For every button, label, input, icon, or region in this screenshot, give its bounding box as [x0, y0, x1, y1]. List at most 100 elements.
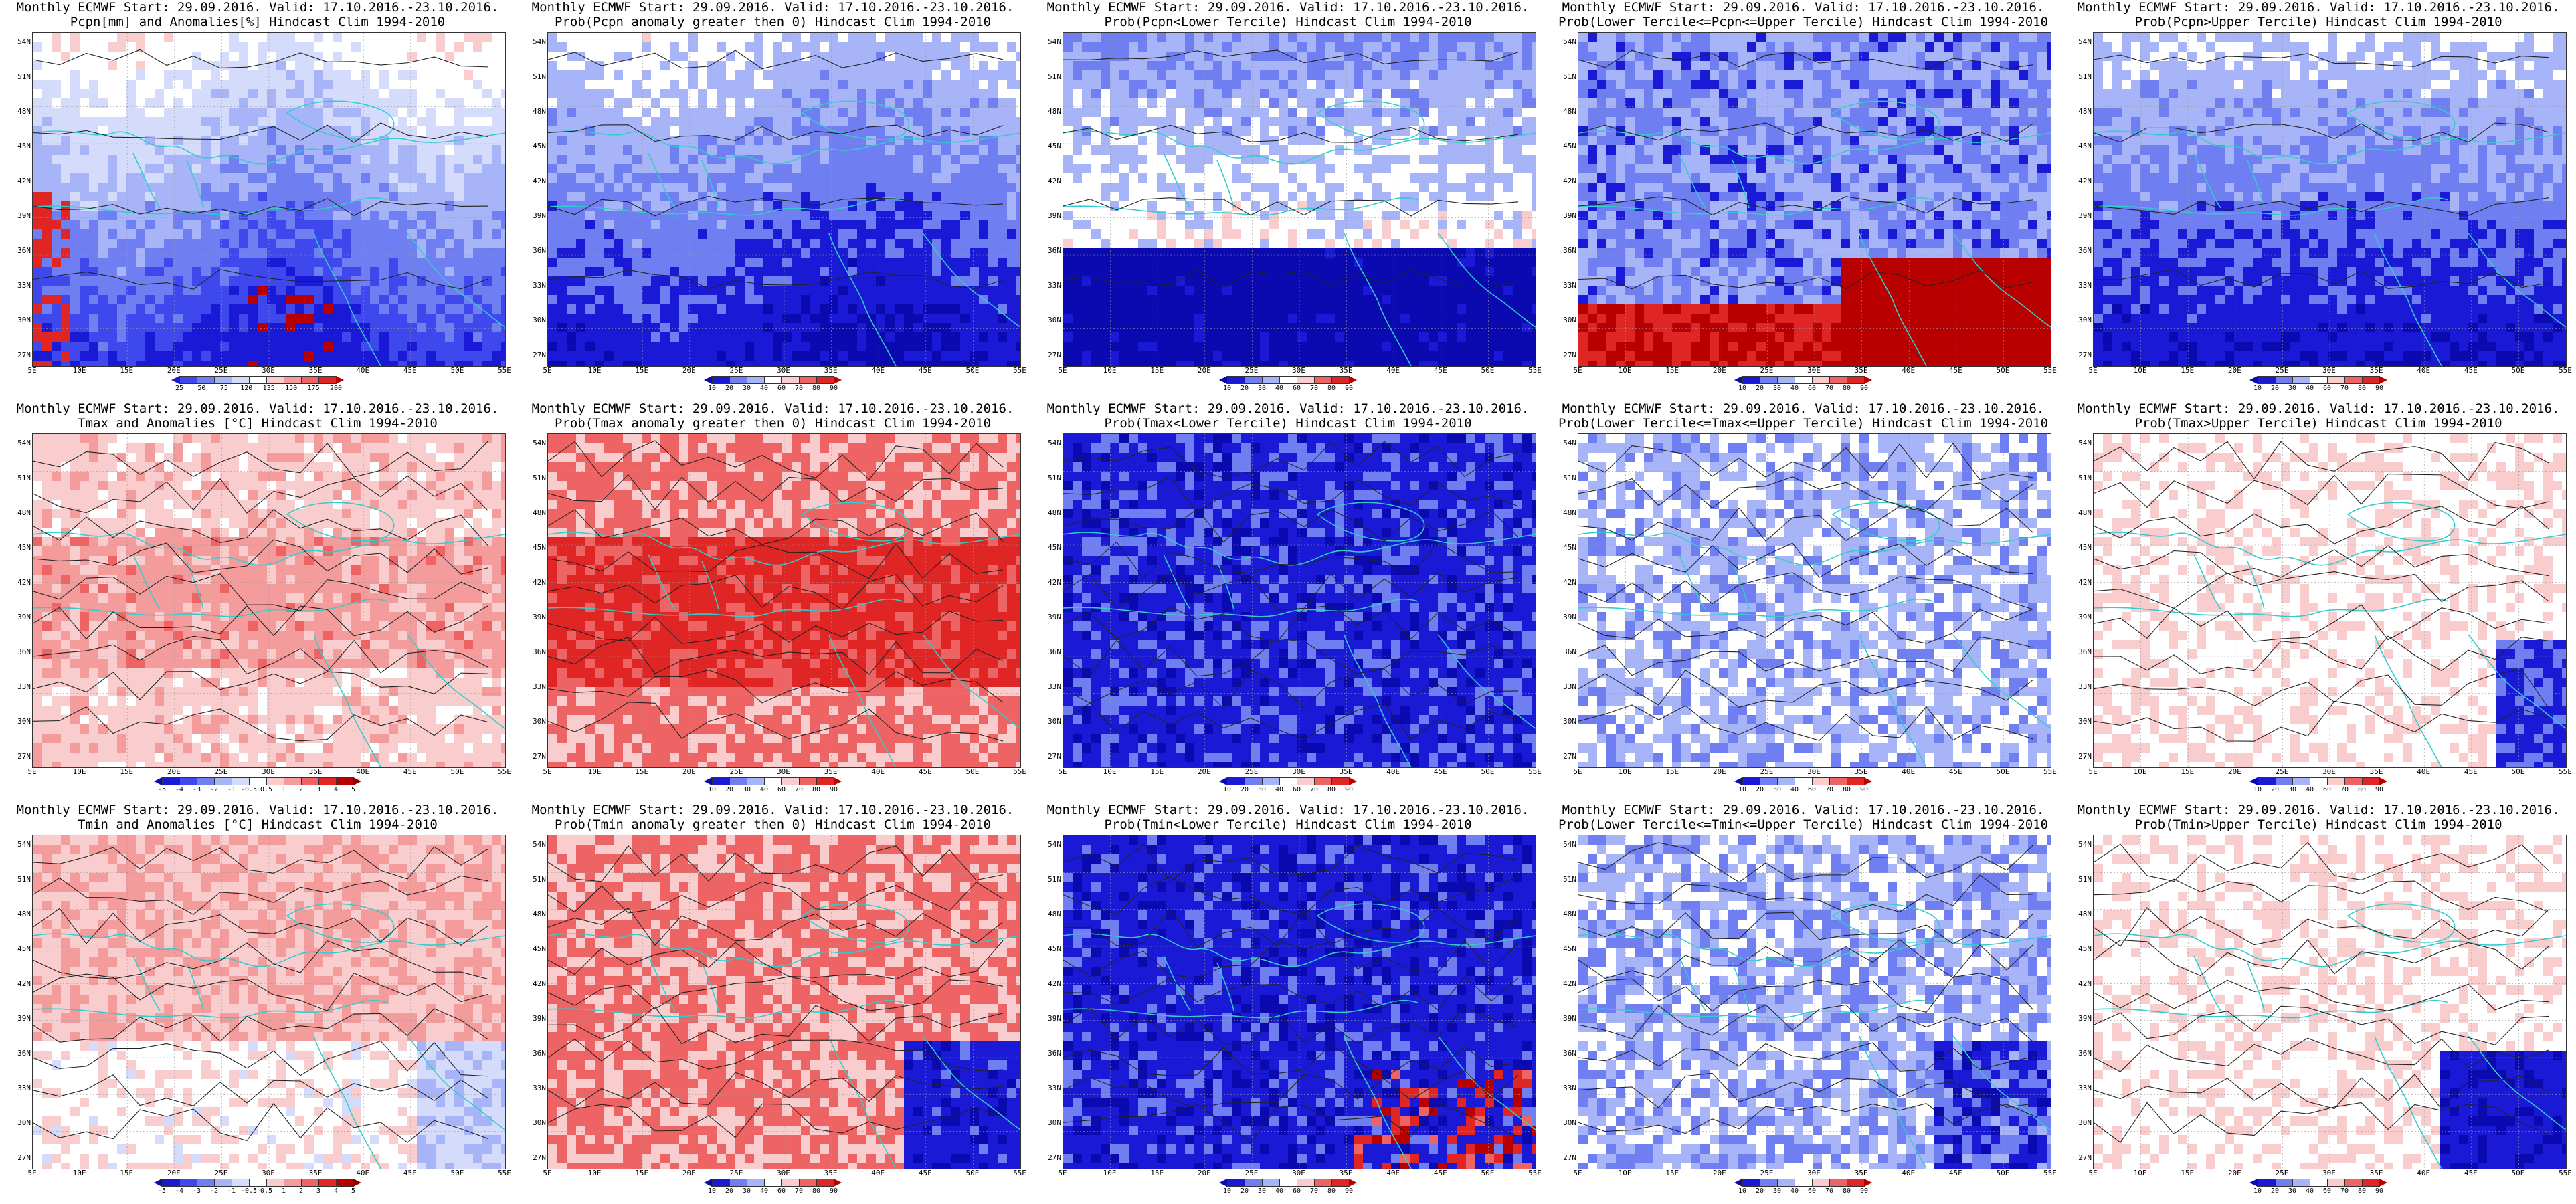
colorbar-swatch: [1795, 1179, 1813, 1187]
colorbar-label: 20: [1750, 1188, 1770, 1195]
latitude-label: 33N: [4, 282, 31, 289]
colorbar-label: 2: [291, 1188, 311, 1195]
colorbar-label: 80: [806, 787, 826, 793]
longitude-label: 40E: [1380, 1169, 1406, 1177]
colorbar-label: 20: [719, 787, 739, 793]
forecast-field: [548, 835, 1020, 1169]
colorbar-label: 80: [2352, 787, 2372, 793]
colorbar-high-tip: [1349, 376, 1357, 384]
longitude-label: 55E: [491, 367, 518, 374]
map-panel: Monthly ECMWF Start: 29.09.2016. Valid: …: [1030, 401, 1546, 803]
colorbar-label: 10: [1217, 385, 1237, 392]
latitude-label: 30N: [1034, 316, 1061, 324]
panel-title-line1: Monthly ECMWF Start: 29.09.2016. Valid: …: [515, 0, 1030, 15]
colorbar-swatch: [729, 777, 747, 785]
map-panel: Monthly ECMWF Start: 29.09.2016. Valid: …: [2061, 803, 2576, 1204]
latitude-label: 30N: [519, 1119, 546, 1126]
panel-title-line2: Prob(Tmin>Upper Tercile) Hindcast Clim 1…: [2061, 817, 2576, 832]
longitude-label: 55E: [2037, 1169, 2063, 1177]
colorbar-swatch: [781, 376, 800, 384]
longitude-label: 55E: [1522, 768, 1548, 775]
longitude-label: 5E: [19, 367, 45, 374]
latitude-label: 33N: [519, 282, 546, 289]
latitude-label: 30N: [1550, 718, 1576, 725]
colorbar-swatch: [249, 777, 267, 785]
longitude-label: 55E: [2552, 1169, 2576, 1177]
latitude-label: 45N: [4, 945, 31, 952]
longitude-label: 30E: [1801, 768, 1827, 775]
longitude-label: 30E: [1801, 1169, 1827, 1177]
colorbar-label: 50: [191, 385, 211, 392]
latitude-label: 36N: [1550, 648, 1576, 656]
colorbar: 10 20 30 40 60 70 80 90: [2249, 777, 2387, 793]
colorbar-label: 10: [2247, 787, 2268, 793]
colorbar-swatch: [712, 1179, 730, 1187]
longitude-label: 25E: [207, 367, 234, 374]
colorbar: 10 20 30 40 60 70 80 90: [704, 777, 842, 793]
latitude-label: 45N: [2065, 142, 2092, 150]
longitude-label: 25E: [1238, 1169, 1265, 1177]
latitude-label: 36N: [519, 648, 546, 656]
longitude-label: 45E: [1942, 768, 1969, 775]
latitude-label: 39N: [1034, 1015, 1061, 1022]
colorbar-swatch: [2258, 1179, 2276, 1187]
latitude-label: 39N: [519, 1015, 546, 1022]
longitude-label: 45E: [1427, 367, 1454, 374]
latitude-label: 54N: [519, 38, 546, 45]
colorbar-swatch: [1245, 1179, 1263, 1187]
longitude-label: 50E: [959, 1169, 986, 1177]
latitude-label: 27N: [1034, 752, 1061, 760]
colorbar-swatch: [179, 777, 197, 785]
colorbar-label: 150: [281, 385, 301, 392]
latitude-label: 36N: [4, 247, 31, 254]
longitude-label: 5E: [1049, 367, 1076, 374]
colorbar-swatch: [1812, 376, 1830, 384]
colorbar-swatch: [1812, 777, 1830, 785]
longitude-label: 30E: [2316, 768, 2342, 775]
longitude-label: 10E: [1612, 768, 1639, 775]
colorbar-swatch: [1297, 1179, 1315, 1187]
colorbar-label: 80: [1837, 1188, 1857, 1195]
latitude-label: 39N: [1034, 613, 1061, 621]
latitude-label: 42N: [4, 177, 31, 185]
latitude-label: 54N: [4, 439, 31, 447]
latitude-label: 54N: [1550, 841, 1576, 848]
latitude-label: 42N: [2065, 579, 2092, 586]
colorbar-label: 20: [2265, 787, 2285, 793]
longitude-label: 35E: [302, 1169, 329, 1177]
colorbar: 10 20 30 40 60 70 80 90: [1219, 1179, 1357, 1195]
latitude-label: 36N: [1034, 1049, 1061, 1057]
colorbar-swatch: [266, 376, 284, 384]
colorbar-swatch: [2275, 777, 2293, 785]
longitude-label: 20E: [676, 768, 703, 775]
longitude-label: 15E: [2174, 1169, 2201, 1177]
panel-title-line1: Monthly ECMWF Start: 29.09.2016. Valid: …: [0, 401, 515, 416]
colorbar-label: 20: [2265, 1188, 2285, 1195]
colorbar-swatch: [1279, 777, 1297, 785]
latitude-label: 48N: [519, 509, 546, 516]
colorbar-high-tip: [336, 376, 344, 384]
colorbar-low-tip: [1219, 1179, 1227, 1187]
longitude-label: 55E: [2552, 367, 2576, 374]
latitude-label: 42N: [1034, 177, 1061, 185]
latitude-label: 48N: [2065, 509, 2092, 516]
latitude-label: 54N: [1034, 439, 1061, 447]
panel-title-line2: Tmax and Anomalies [°C] Hindcast Clim 19…: [0, 416, 515, 431]
colorbar-swatch: [179, 1179, 197, 1187]
colorbar-label: 10: [1732, 787, 1752, 793]
longitude-label: 40E: [1380, 768, 1406, 775]
map-panel: Monthly ECMWF Start: 29.09.2016. Valid: …: [515, 401, 1030, 803]
colorbar-label: 60: [771, 385, 792, 392]
colorbar-label: 75: [214, 385, 234, 392]
panel-title-line2: Prob(Pcpn>Upper Tercile) Hindcast Clim 1…: [2061, 15, 2576, 29]
latitude-label: 48N: [2065, 910, 2092, 918]
colorbar-label: -2: [204, 787, 224, 793]
colorbar-label: 90: [1339, 385, 1359, 392]
forecast-field: [33, 33, 505, 366]
longitude-label: 25E: [723, 768, 749, 775]
colorbar-swatch: [2344, 1179, 2363, 1187]
longitude-label: 55E: [491, 1169, 518, 1177]
colorbar-swatch: [301, 1179, 319, 1187]
map-area: [1063, 835, 1536, 1169]
map-area: [547, 433, 1021, 768]
